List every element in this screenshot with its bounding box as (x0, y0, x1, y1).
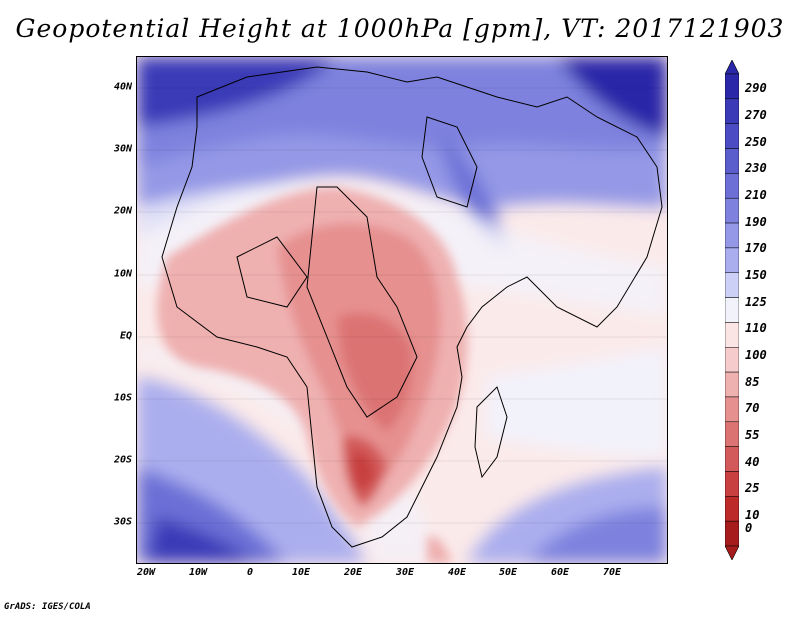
colorbar-label: 250 (745, 135, 767, 149)
x-tick-label: 0 (246, 567, 254, 578)
colorbar-label: 125 (745, 295, 767, 309)
colorbar-swatch (725, 347, 739, 373)
y-tick-label: 20N (113, 205, 132, 217)
colorbar-swatch (725, 496, 739, 522)
colorbar-arrow-top (725, 60, 739, 75)
colorbar-swatch (725, 73, 739, 100)
colorbar-label: 55 (745, 428, 760, 442)
y-tick-label: 10S (113, 392, 132, 404)
x-tick-label: 60E (550, 567, 570, 578)
geopotential-field (137, 57, 667, 563)
x-tick-label: 20W (136, 567, 156, 578)
colorbar-label: 210 (745, 188, 767, 202)
colorbar-swatch (725, 421, 739, 447)
colorbar-swatch (725, 247, 739, 273)
colorbar-label: 110 (745, 321, 767, 335)
y-tick-label: 20S (113, 454, 132, 466)
colorbar-label: 150 (745, 268, 767, 282)
colorbar-swatch (725, 222, 739, 249)
x-tick-label: 70E (602, 567, 622, 578)
colorbar-swatch (725, 322, 739, 348)
colorbar-label: 270 (745, 108, 767, 122)
colorbar-swatch (725, 396, 739, 423)
coastline (161, 66, 663, 548)
credit-text: GrADS: IGES/COLA (4, 602, 91, 612)
map-title: Geopotential Height at 1000hPa [gpm], VT… (15, 14, 785, 43)
x-tick-label: 10E (291, 567, 311, 578)
colorbar-label: 85 (745, 375, 760, 389)
x-tick-label: 10W (188, 567, 208, 578)
colorbar-swatch (725, 446, 739, 472)
colorbar-label: 40 (745, 455, 760, 469)
colorbar-arrow-bottom (725, 545, 739, 560)
x-tick-label: 30E (395, 567, 415, 578)
colorbar-label: 290 (745, 81, 767, 95)
colorbar-swatch (725, 297, 739, 323)
colorbar-swatch (725, 148, 739, 174)
y-tick-label: 10N (113, 268, 132, 280)
colorbar-label: 0 (745, 521, 753, 535)
colorbar-label: 10 (745, 508, 760, 522)
colorbar-label: 230 (745, 161, 767, 175)
colorbar-label: 100 (745, 348, 767, 362)
y-tick-label: 30S (113, 516, 132, 528)
colorbar-swatch (725, 98, 739, 124)
colorbar-swatch (725, 471, 739, 497)
colorbar-swatch (725, 173, 739, 199)
x-tick-label: 20E (343, 567, 363, 578)
map-panel (136, 56, 668, 564)
colorbar-swatch (725, 520, 739, 547)
y-tick-label: 40N (113, 81, 132, 93)
colorbar-swatch (725, 123, 739, 149)
colorbar-swatch (725, 371, 739, 398)
colorbar-label: 25 (745, 481, 760, 495)
x-tick-label: 50E (498, 567, 518, 578)
y-tick-label: EQ (119, 330, 132, 342)
y-tick-label: 30N (113, 143, 132, 155)
x-tick-label: 40E (447, 567, 467, 578)
colorbar-label: 190 (745, 215, 767, 229)
colorbar-swatch (725, 197, 739, 224)
colorbar-swatch (725, 272, 739, 298)
colorbar (725, 60, 739, 560)
colorbar-label: 170 (745, 241, 767, 255)
colorbar-label: 70 (745, 401, 760, 415)
